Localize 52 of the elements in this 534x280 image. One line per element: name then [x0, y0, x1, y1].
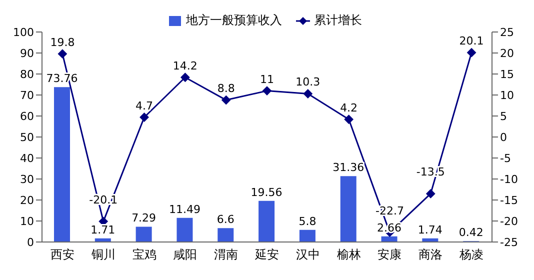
data-label: 0.42 [458, 226, 484, 240]
x-tick-label: 宝鸡 [132, 248, 156, 262]
data-label: 4.2 [340, 101, 358, 114]
y2-tick-label: -10 [500, 172, 518, 186]
data-label: 31.36 [332, 161, 364, 174]
data-label: 1.71 [90, 223, 116, 236]
y2-tick-label: 0 [500, 130, 507, 144]
x-tick-label: 咸阳 [173, 248, 198, 262]
x-tick-label: 铜川 [90, 248, 116, 262]
y-tick-label: 50 [20, 130, 34, 144]
data-label: 10.3 [296, 76, 320, 89]
x-tick-label: 安康 [378, 248, 402, 262]
data-label: 11.49 [168, 202, 200, 216]
y2-tick-label: 10 [500, 88, 514, 102]
y-tick-label: 90 [20, 46, 34, 60]
data-label: 8.8 [217, 82, 235, 96]
y-tick-label: 100 [13, 26, 34, 39]
x-tick-label: 渭南 [214, 248, 238, 262]
y-tick-label: 40 [20, 152, 34, 165]
y2-tick-label: -5 [500, 152, 511, 165]
data-label: 11 [260, 72, 274, 86]
data-label: 7.29 [132, 212, 156, 225]
y-tick-label: 30 [20, 172, 34, 186]
y2-tick-label: 5 [500, 110, 507, 123]
data-label: 6.6 [216, 213, 234, 226]
y-tick-label: 70 [20, 88, 34, 102]
x-tick-label: 汉中 [296, 248, 320, 262]
x-tick-label: 杨凌 [458, 248, 484, 262]
y2-tick-label: -25 [500, 236, 518, 249]
y2-tick-label: -20 [500, 214, 518, 228]
x-tick-label: 商洛 [418, 248, 443, 262]
data-label: 1.74 [418, 223, 442, 236]
data-label: 19.56 [250, 186, 282, 199]
x-tick-label: 西安 [50, 248, 74, 262]
y-tick-label: 20 [20, 194, 34, 207]
x-tick-label: 延安 [254, 248, 279, 262]
data-label: 14.2 [172, 59, 198, 72]
y2-tick-label: 25 [500, 26, 514, 39]
data-label: 19.8 [50, 36, 75, 49]
data-label: 5.8 [298, 214, 316, 228]
y-tick-label: 80 [20, 68, 34, 81]
y-tick-label: 0 [27, 236, 34, 249]
y2-tick-label: 15 [500, 68, 514, 81]
y-tick-label: 10 [20, 214, 34, 228]
data-label: 4.7 [136, 99, 154, 112]
legend-label: 累计增长 [313, 12, 362, 29]
x-tick-label: 榆林 [336, 248, 361, 262]
y2-tick-label: 20 [500, 46, 514, 60]
y2-tick-label: -15 [500, 194, 518, 207]
data-label: 20.1 [459, 34, 484, 48]
y-tick-label: 60 [20, 110, 34, 123]
legend-label: 地方一般预算收入 [185, 12, 282, 29]
